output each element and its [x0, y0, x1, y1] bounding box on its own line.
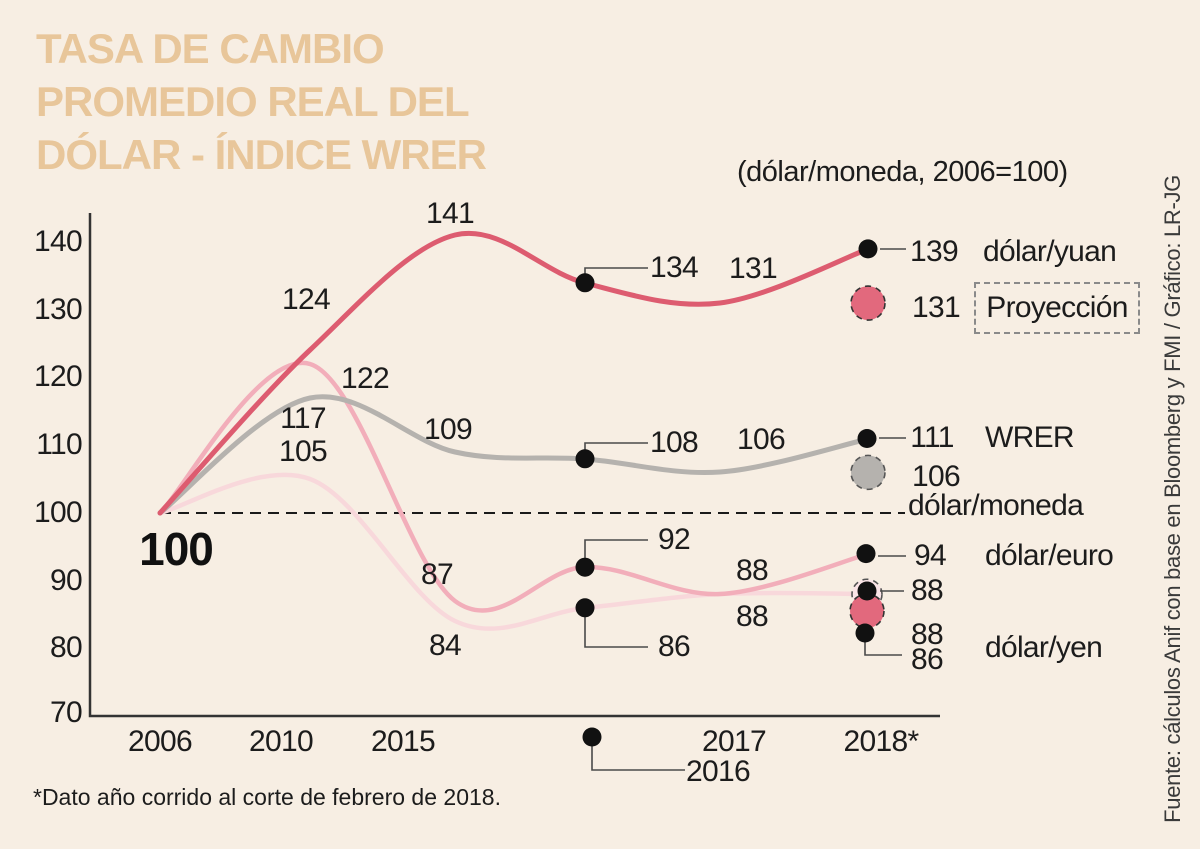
y-tick-120: 120: [34, 360, 83, 393]
callout-leader-3: [584, 608, 648, 648]
label-yen-2010: 105: [279, 435, 328, 468]
label-euro-2018: 94: [914, 539, 947, 572]
data-point-9: [582, 727, 602, 747]
data-point-5: [857, 429, 877, 448]
label-yen-2015: 84: [429, 629, 462, 662]
label-yen-2017: 88: [736, 600, 769, 633]
series-line-d-lar-euro: [157, 360, 871, 613]
axes: [88, 213, 940, 718]
y-tick-80: 80: [50, 631, 83, 664]
y-tick-130: 130: [34, 293, 83, 326]
chart-subtitle: (dólar/moneda, 2006=100): [737, 156, 1068, 188]
label-yuan-2017: 131: [729, 252, 778, 285]
label-yuan-projection: 131: [912, 291, 961, 324]
y-tick-140: 140: [34, 225, 83, 258]
series-name-yen: dólar/yen: [985, 631, 1103, 664]
label-euro-2016: 92: [658, 523, 691, 556]
data-point-3: [575, 598, 595, 618]
callout-leader-0: [584, 267, 648, 283]
callout-leader-9: [864, 641, 902, 656]
footnote: *Dato año corrido al corte de febrero de…: [33, 784, 501, 810]
y-tick-100: 100: [34, 496, 83, 529]
x-tick-2018: 2018*: [843, 725, 920, 758]
y-tick-70: 70: [50, 696, 83, 729]
label-yen-2018: 88: [911, 618, 944, 651]
x-tick-2010: 2010: [249, 725, 314, 758]
data-point-0: [575, 273, 595, 293]
data-point-8: [855, 623, 875, 643]
y-tick-90: 90: [50, 564, 83, 597]
data-point-6: [856, 544, 876, 564]
series-name-euro: dólar/euro: [985, 539, 1114, 572]
series-name-yuan: dólar/yuan: [983, 235, 1117, 268]
x-tick-2016-callout: 2016: [686, 755, 751, 788]
label-wrer-2010: 117: [280, 402, 326, 435]
y-tick-110: 110: [36, 428, 82, 461]
label-wrer-2018: 111: [910, 421, 954, 454]
label-yuan-2010: 124: [282, 283, 331, 316]
label-yuan-2018: 139: [910, 235, 959, 268]
series-name-wrer: WRER: [985, 421, 1075, 454]
data-point-4: [858, 239, 878, 259]
source-credit: Fuente: cálculos Anif con base en Bloomb…: [1160, 175, 1185, 823]
label-euro-projection: 88: [911, 574, 944, 607]
series-line-WRER-d-lar-moneda: [157, 394, 871, 516]
projection-marker-yuan: [850, 285, 886, 321]
title-line-1: TASA DE CAMBIO: [36, 25, 385, 72]
label-yen-projection: 86: [911, 643, 944, 676]
x-tick-2017: 2017: [702, 725, 767, 758]
callout-leader-2: [584, 539, 648, 567]
projection-legend-label: Proyección: [986, 291, 1128, 324]
baseline-label: 100: [139, 523, 214, 575]
data-point-2: [575, 557, 595, 577]
label-wrer-2015: 109: [424, 413, 473, 446]
callout-leader-4: [591, 745, 685, 771]
label-wrer-projection: 106: [912, 460, 961, 493]
projection-legend: Proyección: [974, 282, 1140, 334]
title-line-2: PROMEDIO REAL DEL: [36, 78, 470, 125]
x-tick-2006: 2006: [128, 725, 193, 758]
data-point-1: [575, 449, 595, 469]
callout-leader-1: [584, 442, 648, 459]
projection-marker-wrer: [850, 454, 886, 491]
label-euro-2017: 88: [736, 554, 769, 587]
label-euro-2010: 122: [341, 362, 390, 395]
title-line-3: DÓLAR - ÍNDICE WRER: [36, 131, 487, 178]
label-yuan-2016: 134: [650, 251, 699, 284]
label-yuan-2015: 141: [426, 197, 475, 230]
label-yen-2016: 86: [658, 630, 691, 663]
data-point-7: [857, 581, 877, 601]
label-wrer-2016: 108: [650, 426, 699, 459]
label-euro-2015: 87: [421, 558, 454, 591]
page-title: TASA DE CAMBIO PROMEDIO REAL DEL DÓLAR -…: [36, 22, 487, 181]
series-name-wrer-2: dólar/moneda: [908, 489, 1084, 522]
label-wrer-2017: 106: [737, 423, 786, 456]
x-tick-2015: 2015: [371, 725, 436, 758]
series-line-d-lar-yuan: [157, 230, 871, 516]
